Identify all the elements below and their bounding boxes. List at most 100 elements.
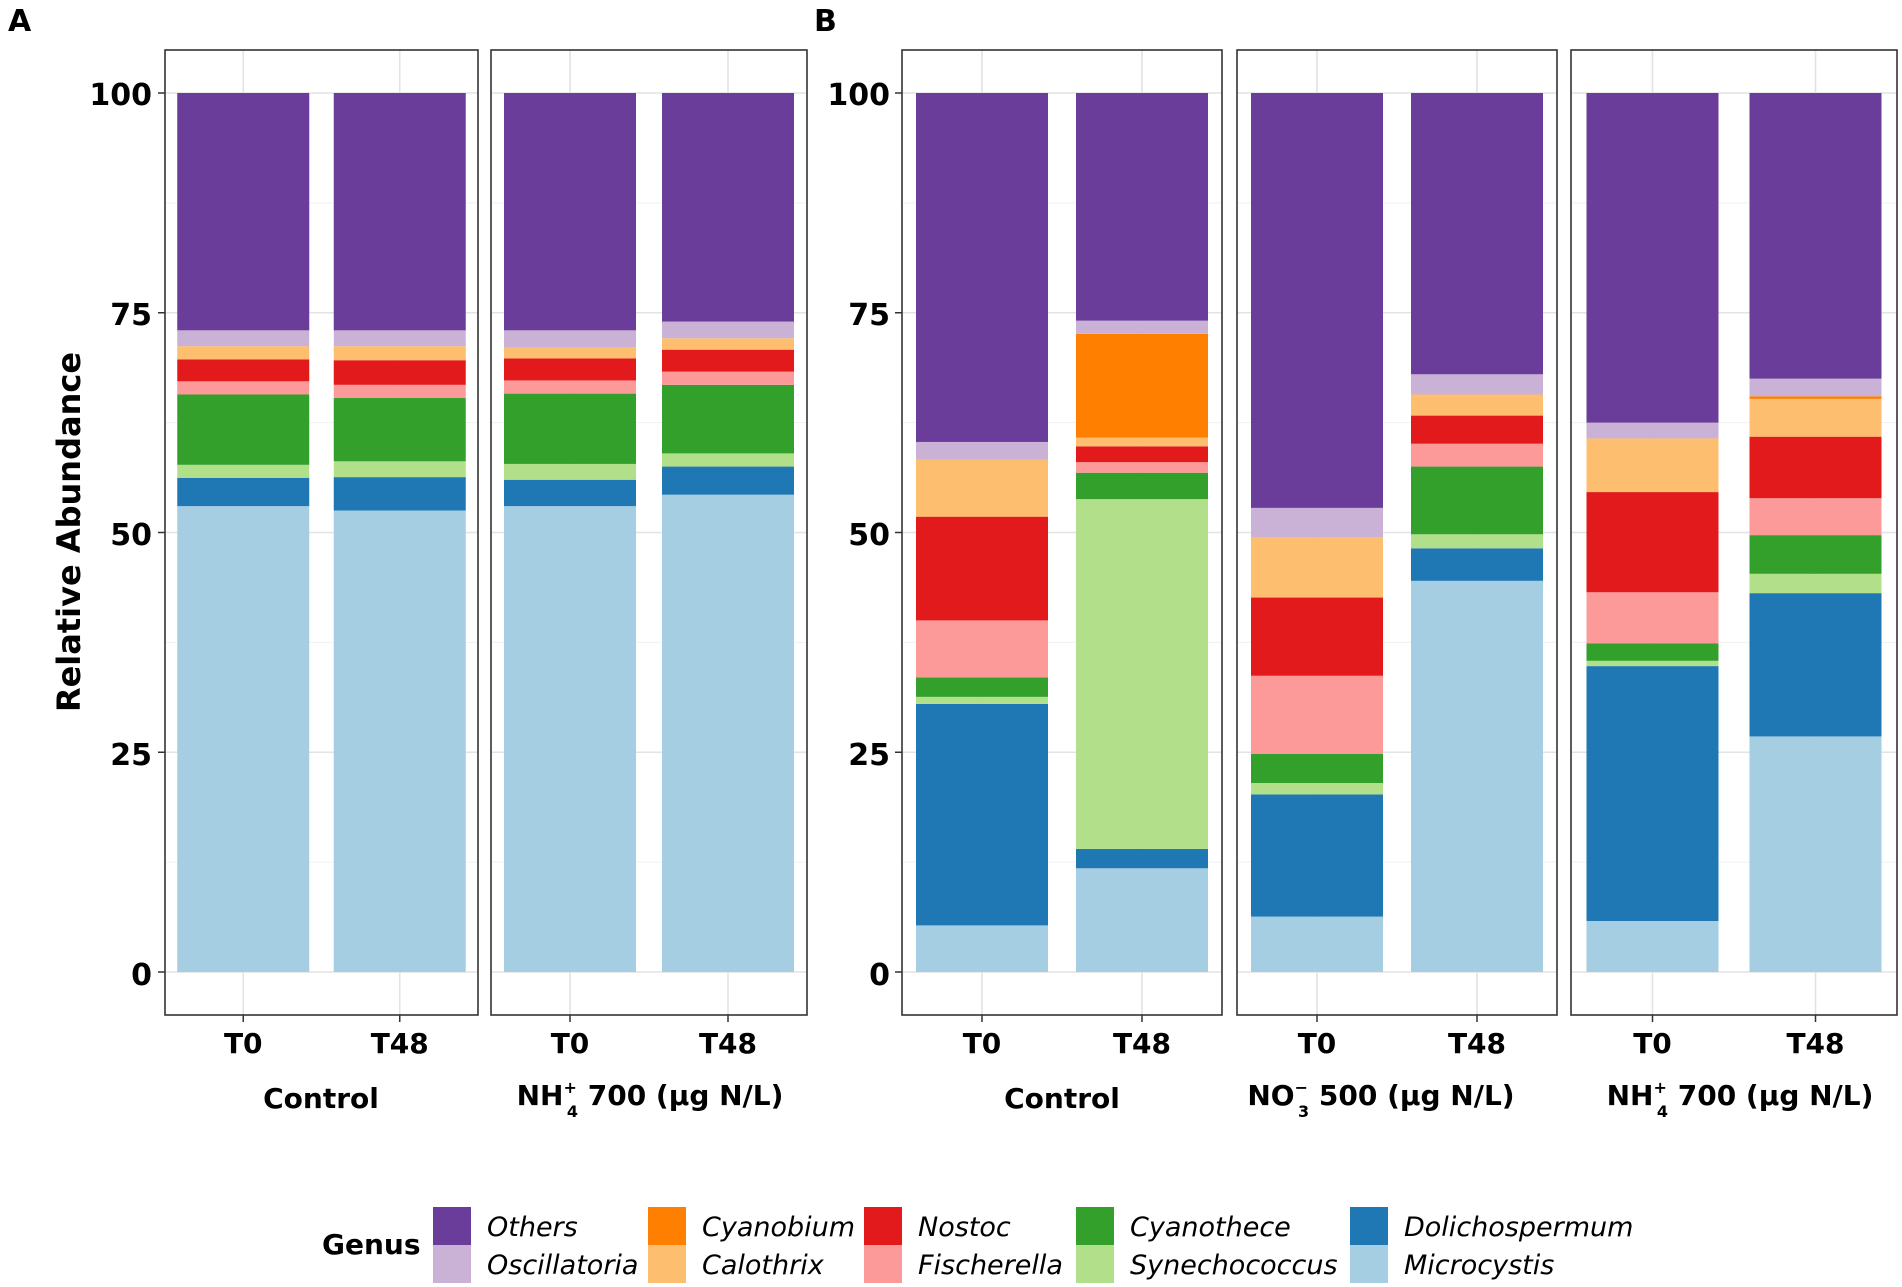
bar-segment-others-t0 — [1586, 93, 1719, 423]
bar-segment-synechococcus-t48 — [1411, 534, 1543, 549]
bar-segment-others-t0 — [1251, 93, 1383, 508]
y-tick-label: 0 — [131, 958, 152, 993]
facet-panel: T0 T48 — [490, 49, 808, 1060]
bar-segment-synechococcus-t0 — [1251, 783, 1383, 795]
bar-segment-synechococcus-t0 — [177, 464, 310, 479]
bar-segment-others-t0 — [916, 93, 1048, 442]
y-axis-a: 100 75 50 25 0 — [89, 78, 152, 993]
x-tick-label: T0 — [551, 1027, 590, 1060]
bar-segment-dolichospermum-t48 — [1411, 548, 1543, 581]
bar-segment-dolichospermum-t0 — [1586, 666, 1719, 922]
strip-label-a-control: Control — [263, 1082, 379, 1115]
legend-key — [433, 1207, 471, 1245]
strip-sub: 4 — [567, 1102, 578, 1121]
strip-label-a-nh4: NH+ 4 700 (µg N/L) — [517, 1078, 784, 1121]
legend: Genus Others Oscillatoria Cyanobium Calothr… — [322, 1207, 1633, 1283]
facets-layer: T0 T48 T0 T48 T0 T48 T0 T48 T0 T48 — [158, 49, 1898, 1060]
bar-segment-synechococcus-t48 — [1076, 499, 1208, 849]
x-tick-label: T0 — [1298, 1027, 1337, 1060]
y-tick-label: 50 — [110, 518, 152, 553]
bar-segment-dolichospermum-t48 — [1076, 848, 1208, 869]
legend-key — [1350, 1245, 1388, 1283]
bar-segment-cyanothece-t48 — [1411, 466, 1543, 535]
bar-segment-others-t48 — [662, 93, 794, 322]
strip-rest: 700 (µg N/L) — [1668, 1079, 1873, 1112]
y-tick-label: 100 — [89, 78, 152, 113]
legend-key — [1350, 1207, 1388, 1245]
bar-segment-fischerella-t0 — [1251, 675, 1383, 755]
bar-segment-oscillatoria-t0 — [1586, 422, 1719, 439]
facet-panel: T0 T48 — [1570, 49, 1898, 1060]
strip-label-b-no3: NO− 3 500 (µg N/L) — [1247, 1078, 1514, 1121]
legend-label: Cyanothece — [1130, 1212, 1291, 1243]
bar-segment-dolichospermum-t0 — [916, 703, 1048, 926]
legend-key — [1076, 1207, 1114, 1245]
bar-segment-dolichospermum-t0 — [504, 479, 636, 507]
bar-segment-calothrix-t48 — [1411, 394, 1543, 416]
strip-sub: 3 — [1298, 1102, 1309, 1121]
bar-segment-oscillatoria-t48 — [662, 321, 794, 339]
bar-segment-cyanothece-t0 — [916, 677, 1048, 697]
facet-frame — [490, 49, 808, 1016]
facet-frame — [1236, 49, 1558, 1016]
bar-segment-calothrix-t0 — [177, 346, 310, 360]
bar-segment-cyanobium-t48 — [1749, 396, 1882, 399]
x-tick-label: T48 — [1448, 1027, 1506, 1060]
bar-segment-nostoc-t48 — [1411, 415, 1543, 444]
bar-segment-synechococcus-t0 — [916, 696, 1048, 704]
legend-label: Oscillatoria — [487, 1250, 638, 1281]
y-tick-label: 75 — [848, 298, 890, 333]
bar-segment-fischerella-t48 — [1076, 462, 1208, 473]
y-tick-label: 50 — [848, 518, 890, 553]
facet-panel: T0 T48 — [901, 49, 1223, 1060]
legend-label: Fischerella — [918, 1250, 1063, 1281]
bar-segment-dolichospermum-t0 — [177, 478, 310, 507]
bar-segment-nostoc-t0 — [1586, 492, 1719, 593]
bar-segment-nostoc-t0 — [916, 516, 1048, 621]
bar-segment-microcystis-t0 — [916, 925, 1048, 972]
bar-segment-synechococcus-t48 — [333, 461, 466, 478]
bar-segment-oscillatoria-t0 — [177, 330, 310, 347]
bar-segment-synechococcus-t48 — [1749, 573, 1882, 594]
legend-items: Others Oscillatoria Cyanobium Calothrix Nost… — [433, 1207, 1633, 1283]
legend-title: Genus — [322, 1228, 421, 1261]
bar-segment-nostoc-t0 — [177, 359, 310, 382]
legend-key — [864, 1245, 902, 1283]
legend-key — [864, 1207, 902, 1245]
strip-sub: 4 — [1657, 1102, 1668, 1121]
bar-segment-cyanobium-t48 — [1076, 333, 1208, 438]
bar-segment-others-t48 — [1076, 93, 1208, 321]
facet-panel: T0 T48 — [1236, 49, 1558, 1060]
legend-item-cyanobium: Cyanobium — [648, 1207, 855, 1245]
bar-segment-cyanothece-t0 — [1586, 643, 1719, 661]
bar-segment-microcystis-t48 — [662, 494, 794, 972]
y-tick-label: 100 — [827, 78, 890, 113]
bar-segment-cyanothece-t0 — [177, 394, 310, 465]
x-tick-label: T0 — [963, 1027, 1002, 1060]
legend-item-calothrix: Calothrix — [648, 1245, 825, 1283]
strip-rest: 500 (µg N/L) — [1309, 1079, 1514, 1112]
strip-sup: − — [1295, 1078, 1308, 1097]
legend-key — [648, 1207, 686, 1245]
strip-sup: + — [1653, 1078, 1666, 1097]
bar-segment-fischerella-t0 — [916, 620, 1048, 678]
strip-main: NH — [517, 1079, 564, 1112]
legend-key — [648, 1245, 686, 1283]
legend-item-nostoc: Nostoc — [864, 1207, 1011, 1245]
legend-item-microcystis: Microcystis — [1350, 1245, 1554, 1283]
bar-segment-fischerella-t48 — [662, 371, 794, 385]
bar-segment-oscillatoria-t48 — [1411, 374, 1543, 395]
legend-item-oscillatoria: Oscillatoria — [433, 1245, 638, 1283]
y-tick-label: 25 — [848, 738, 890, 773]
facet-panel: T0 T48 — [164, 49, 479, 1060]
bar-segment-calothrix-t0 — [1586, 438, 1719, 493]
legend-label: Dolichospermum — [1404, 1212, 1633, 1243]
legend-label: Microcystis — [1404, 1250, 1554, 1281]
legend-item-synechococcus: Synechococcus — [1076, 1245, 1338, 1283]
bar-segment-others-t48 — [1749, 93, 1882, 379]
x-tick-label: T48 — [1786, 1027, 1844, 1060]
bar-segment-calothrix-t0 — [1251, 537, 1383, 598]
legend-key — [433, 1245, 471, 1283]
bar-segment-microcystis-t0 — [177, 506, 310, 972]
y-axis-b: 100 75 50 25 0 — [827, 78, 890, 993]
